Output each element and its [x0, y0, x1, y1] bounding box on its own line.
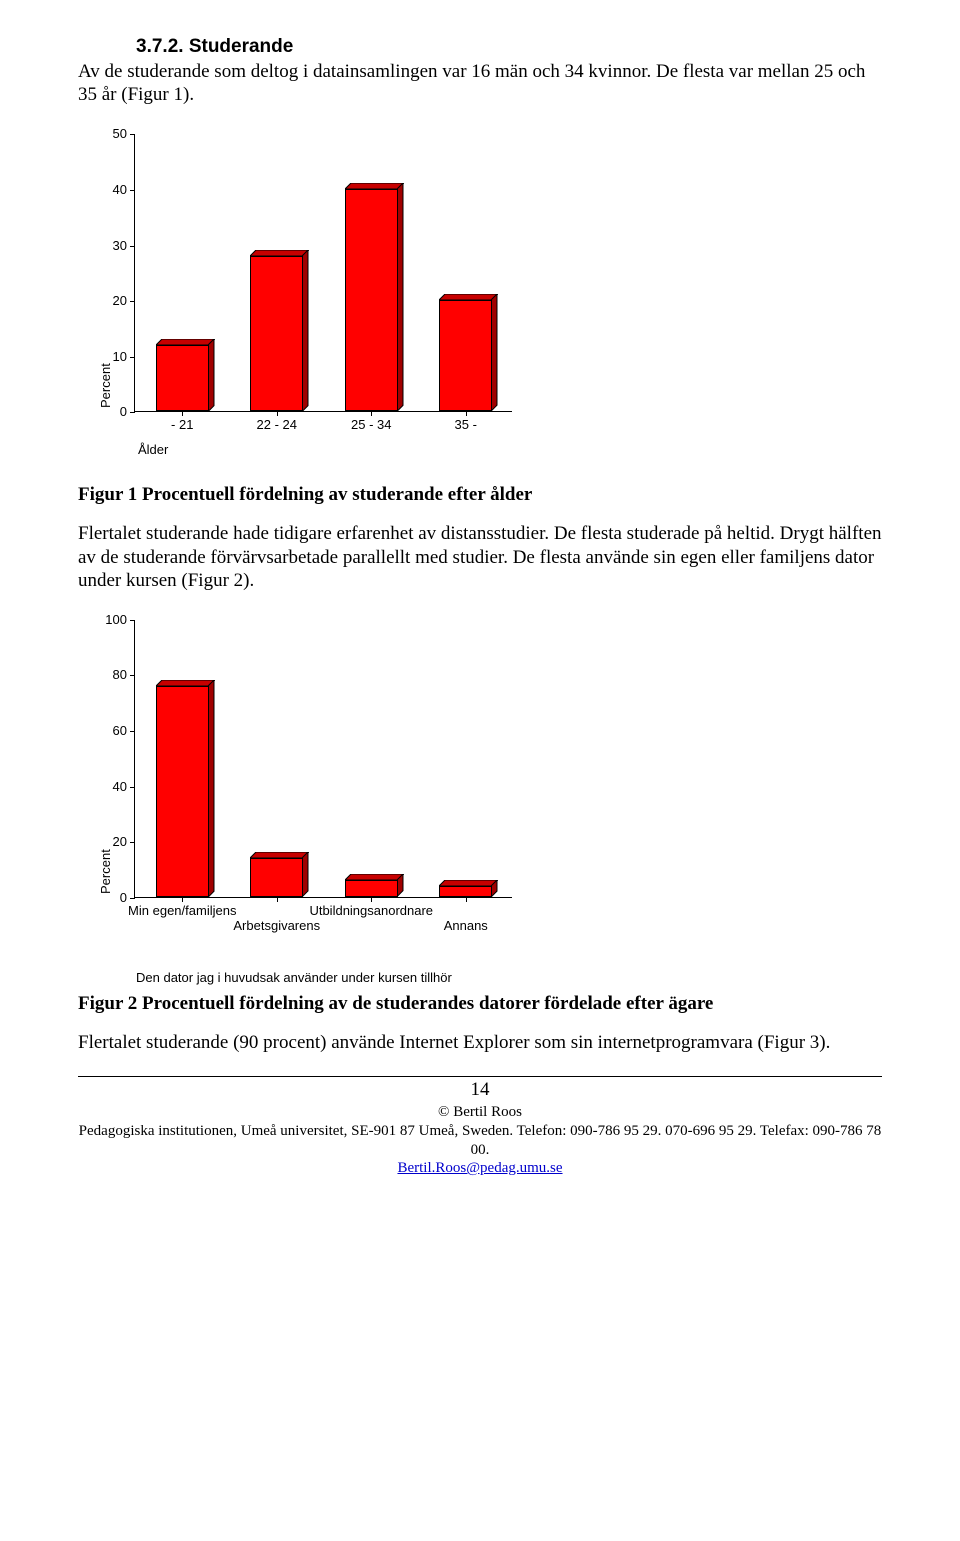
ytick-label: 40: [113, 779, 135, 794]
paragraph-3: Flertalet studerande (90 procent) använd…: [78, 1031, 882, 1054]
footer-email-link[interactable]: Bertil.Roos@pedag.umu.se: [397, 1160, 562, 1176]
footer-block: © Bertil Roos Pedagogiska institutionen,…: [78, 1103, 882, 1178]
bar: [345, 189, 398, 411]
bar: [439, 300, 492, 411]
ytick-label: 20: [113, 834, 135, 849]
ytick-label: 40: [113, 182, 135, 197]
xtick-label: 35 -: [455, 411, 477, 432]
bar: [250, 858, 303, 897]
ytick-label: 50: [113, 126, 135, 141]
ytick-label: 10: [113, 349, 135, 364]
bar: [250, 256, 303, 412]
ytick-label: 60: [113, 723, 135, 738]
xtick-label: Arbetsgivarens: [233, 897, 320, 933]
chart-computer-owner: 020406080100Min egen/familjensArbetsgiva…: [78, 606, 526, 960]
xtick-label: - 21: [171, 411, 193, 432]
plot-frame: 01020304050- 2122 - 2425 - 3435 -: [134, 134, 512, 412]
bar: [439, 886, 492, 897]
xtick-label: Utbildningsanordnare: [309, 897, 433, 918]
y-axis-label: Percent: [98, 849, 113, 894]
figure-2-caption: Figur 2 Procentuell fördelning av de stu…: [78, 993, 882, 1015]
xtick-label: 22 - 24: [257, 411, 297, 432]
figure-1-caption: Figur 1 Procentuell fördelning av studer…: [78, 484, 882, 506]
x-axis-label: Ålder: [138, 442, 168, 457]
plot-frame: 020406080100Min egen/familjensArbetsgiva…: [134, 620, 512, 898]
ytick-label: 80: [113, 667, 135, 682]
paragraph-1: Av de studerande som deltog i datainsaml…: [78, 60, 882, 106]
xtick-label: Annans: [444, 897, 488, 933]
ytick-label: 30: [113, 238, 135, 253]
chart2-subcaption: Den dator jag i huvudsak använder under …: [136, 970, 882, 985]
ytick-label: 100: [105, 612, 135, 627]
y-axis-label: Percent: [98, 364, 113, 409]
footer-line2: Pedagogiska institutionen, Umeå universi…: [78, 1122, 882, 1160]
ytick-label: 0: [120, 404, 135, 419]
paragraph-2: Flertalet studerande hade tidigare erfar…: [78, 522, 882, 592]
page-number: 14: [78, 1079, 882, 1101]
bar: [156, 345, 209, 412]
ytick-label: 20: [113, 293, 135, 308]
section-heading: 3.7.2. Studerande: [136, 36, 882, 58]
xtick-label: Min egen/familjens: [128, 897, 236, 918]
xtick-label: 25 - 34: [351, 411, 391, 432]
footer-line1: © Bertil Roos: [78, 1103, 882, 1122]
footer-rule: [78, 1076, 882, 1077]
bar: [345, 880, 398, 897]
bar: [156, 686, 209, 897]
chart-age-distribution: 01020304050- 2122 - 2425 - 3435 -Percent…: [78, 120, 526, 474]
